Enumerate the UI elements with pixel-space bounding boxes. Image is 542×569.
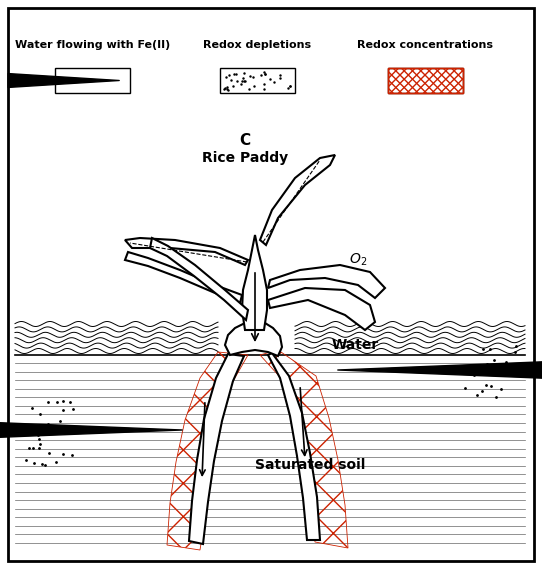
Polygon shape [260,350,348,548]
Bar [388,68,463,93]
Polygon shape [225,322,282,356]
Text: Redox concentrations: Redox concentrations [357,40,493,50]
Polygon shape [167,352,248,550]
Text: Water flowing with Fe(II): Water flowing with Fe(II) [15,40,171,50]
Polygon shape [268,288,375,330]
Polygon shape [125,252,242,303]
Polygon shape [268,353,320,540]
Text: C: C [240,133,250,147]
Text: Water: Water [331,338,379,352]
Text: O$_2$: O$_2$ [349,252,367,268]
Bar [388,68,463,93]
Bar [220,68,295,93]
Polygon shape [242,235,267,330]
Polygon shape [150,238,248,320]
Bar [388,68,463,93]
Bar [55,68,130,93]
Text: Redox depletions: Redox depletions [203,40,311,50]
Polygon shape [125,238,248,265]
Text: Saturated soil: Saturated soil [255,458,365,472]
Text: Rice Paddy: Rice Paddy [202,151,288,165]
Polygon shape [260,155,335,245]
Polygon shape [189,354,244,544]
Polygon shape [268,265,385,298]
